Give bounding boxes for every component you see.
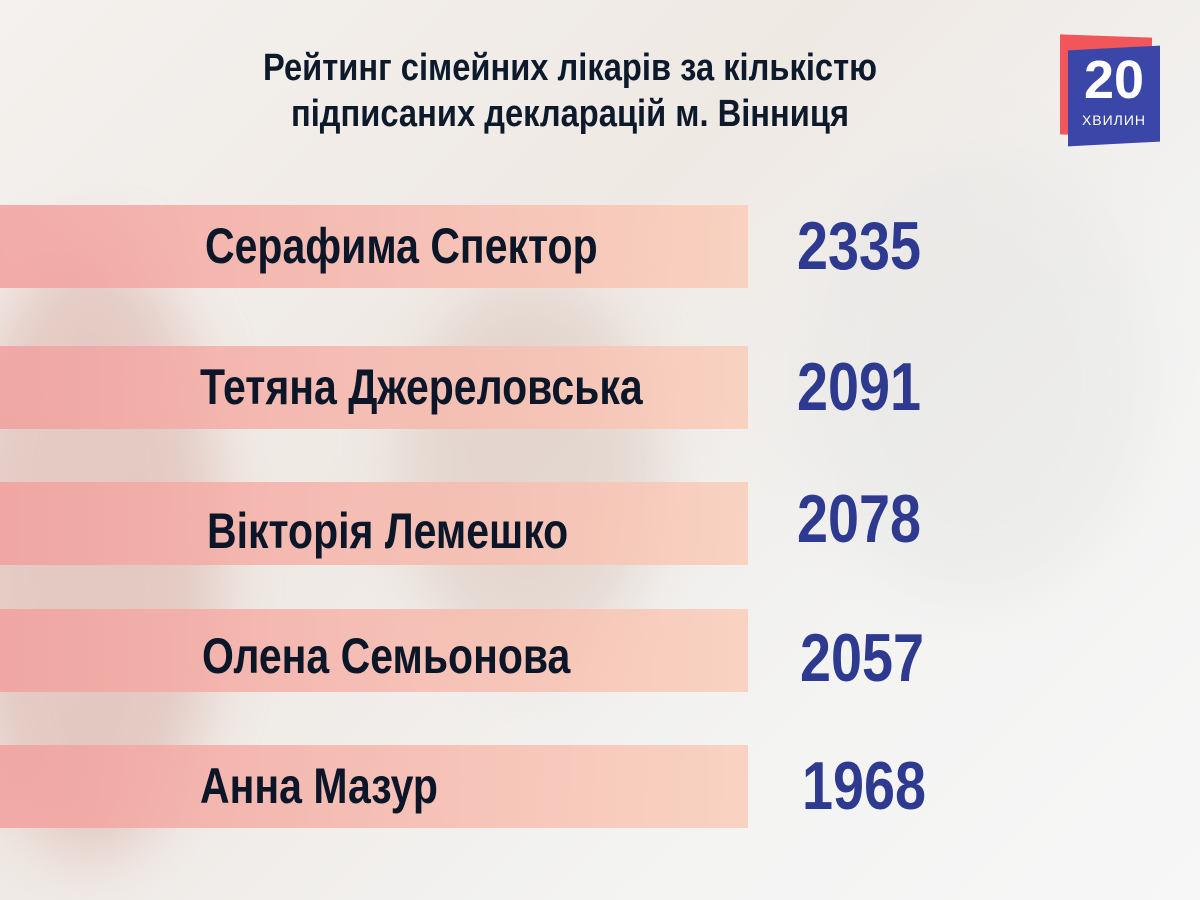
ranking-row: Серафима Спектор 2335 [0,205,1200,288]
ranking-bar [0,745,748,828]
ranking-bar [0,609,748,692]
ranking-row: Анна Мазур 1968 [0,745,1200,828]
title-line-2: підписаних декларацій м. Вінниця [290,93,850,135]
doctor-name: Тетяна Джереловська [200,359,643,415]
page-title: Рейтинг сімейних лікарів за кількістю пі… [192,45,949,137]
ranking-row: Олена Семьонова 2057 [0,609,1200,696]
ranking-row: Вікторія Лемешко 2078 [0,481,1200,565]
background-photo-window [800,150,1150,600]
doctor-name: Анна Мазур [200,758,438,814]
logo-word: ХВИЛИН [1081,112,1147,128]
title-line-1: Рейтинг сімейних лікарів за кількістю [262,47,878,89]
doctor-name: Вікторія Лемешко [207,503,569,559]
logo-number: 20 [1083,50,1145,110]
ranking-bar [0,482,748,565]
declarations-count: 2078 [797,481,922,557]
declarations-count: 2057 [800,620,925,696]
declarations-count: 1968 [802,748,927,824]
ranking-bar [0,346,748,429]
doctor-name: Олена Семьонова [202,628,571,684]
background-photo-doctor [400,280,660,660]
declarations-count: 2335 [797,208,922,284]
ranking-row: Тетяна Джереловська 2091 [0,346,1200,429]
logo-20-hvylyn: 20 ХВИЛИН [1060,34,1164,147]
doctor-name: Серафима Спектор [205,218,598,274]
ranking-bar [0,205,748,288]
declarations-count: 2091 [797,349,922,425]
